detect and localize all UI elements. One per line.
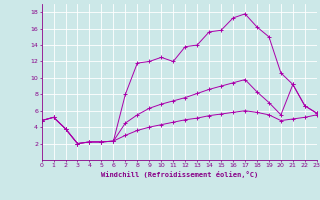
X-axis label: Windchill (Refroidissement éolien,°C): Windchill (Refroidissement éolien,°C) xyxy=(100,171,258,178)
